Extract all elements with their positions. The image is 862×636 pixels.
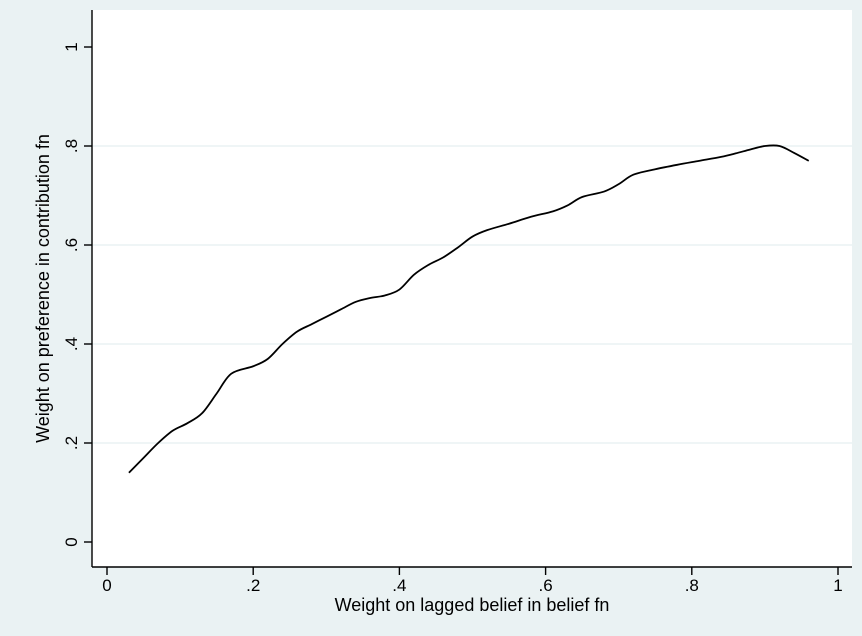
y-tick-label: .8 <box>62 139 81 153</box>
y-ticks: 0 .2 .4 .6 .8 1 <box>62 42 92 547</box>
x-tick-label: 0 <box>102 576 111 595</box>
y-axis-title: Weight on preference in contribution fn <box>33 134 53 443</box>
plot-area <box>92 10 852 567</box>
x-tick-label: .2 <box>246 576 260 595</box>
x-tick-label: .4 <box>392 576 406 595</box>
y-tick-label: .6 <box>62 238 81 252</box>
y-tick-label: 1 <box>62 42 81 51</box>
x-axis-title: Weight on lagged belief in belief fn <box>335 595 610 615</box>
x-tick-label: 1 <box>833 576 842 595</box>
series-line <box>128 144 810 474</box>
x-tick-label: .6 <box>539 576 553 595</box>
x-tick-label: .8 <box>685 576 699 595</box>
gridlines <box>92 145 852 444</box>
x-ticks: 0 .2 .4 .6 .8 1 <box>102 567 843 595</box>
y-tick-label: .2 <box>62 436 81 450</box>
y-tick-label: .4 <box>62 337 81 351</box>
y-tick-label: 0 <box>62 537 81 546</box>
